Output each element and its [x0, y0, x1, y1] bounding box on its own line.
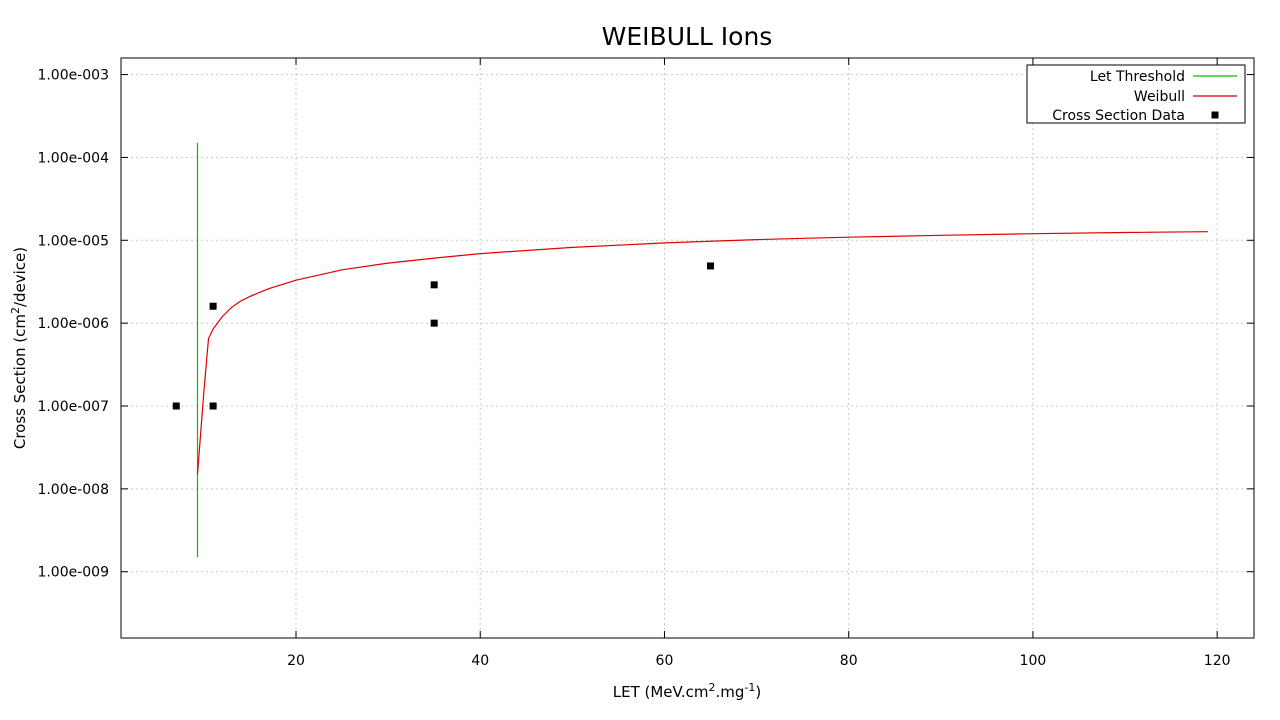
- weibull-line: [196, 231, 1208, 475]
- x-tick-label: 120: [1204, 653, 1231, 669]
- data-point: [209, 402, 217, 410]
- y-tick-label: 1.00e-007: [37, 399, 109, 415]
- x-tick-label: 20: [287, 653, 305, 669]
- x-tick-label: 40: [471, 653, 489, 669]
- legend-swatch-cross-section-data: [1211, 111, 1219, 119]
- series-layer: [172, 142, 1208, 558]
- legend-label-weibull: Weibull: [1134, 89, 1185, 105]
- legend-label-let-threshold: Let Threshold: [1090, 69, 1185, 85]
- x-axis-label: LET (MeV.cm2.mg-1): [613, 681, 761, 701]
- plot-frame: [120, 57, 1255, 639]
- legend: Let Threshold Weibull Cross Section Data: [1026, 64, 1246, 124]
- data-point: [430, 319, 438, 327]
- chart-title: WEIBULL Ions: [602, 22, 773, 51]
- grid: [121, 58, 1254, 638]
- data-point: [707, 262, 715, 270]
- y-tick-label: 1.00e-009: [37, 565, 109, 581]
- y-tick-label: 1.00e-006: [37, 316, 109, 332]
- y-tick-label: 1.00e-003: [37, 68, 109, 84]
- data-point: [430, 281, 438, 289]
- data-point: [172, 402, 180, 410]
- legend-box: [1026, 64, 1246, 124]
- legend-label-cross-section-data: Cross Section Data: [1052, 108, 1185, 124]
- data-point: [209, 302, 217, 310]
- x-tick-label: 100: [1020, 653, 1047, 669]
- axes: 20 40 60 80 100 120 1.00e-003 1.00e-004 1.00e-00…: [37, 58, 1254, 669]
- y-tick-label: 1.00e-008: [37, 482, 109, 498]
- y-tick-label: 1.00e-005: [37, 233, 109, 249]
- y-tick-label: 1.00e-004: [37, 150, 109, 166]
- x-tick-label: 60: [656, 653, 674, 669]
- x-tick-label: 80: [840, 653, 858, 669]
- y-axis-label: Cross Section (cm2/device): [9, 247, 29, 449]
